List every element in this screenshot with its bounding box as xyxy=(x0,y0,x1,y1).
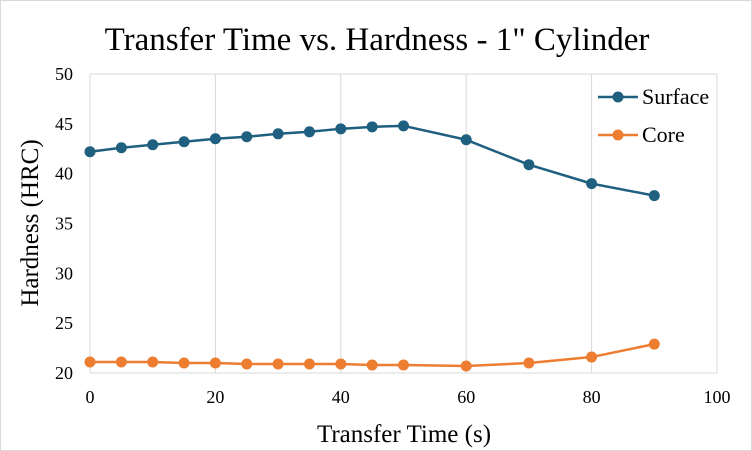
legend-label-core: Core xyxy=(642,122,685,147)
y-tick-label-45: 45 xyxy=(55,114,73,134)
data-point-core-90 xyxy=(648,338,660,350)
legend-label-surface: Surface xyxy=(642,84,709,109)
data-point-surface-90 xyxy=(648,190,660,202)
legend-marker-surface xyxy=(612,91,624,103)
y-tick-label-50: 50 xyxy=(55,64,73,84)
series-surface xyxy=(84,120,660,202)
x-tick-label-0: 0 xyxy=(86,387,95,407)
data-point-core-70 xyxy=(523,357,535,369)
x-axis-title: Transfer Time (s) xyxy=(317,421,491,448)
data-point-core-5 xyxy=(115,356,127,368)
y-tick-label-40: 40 xyxy=(55,164,73,184)
data-point-surface-15 xyxy=(178,136,190,148)
data-point-core-50 xyxy=(398,359,409,371)
x-tick-label-20: 20 xyxy=(206,387,224,407)
data-point-core-25 xyxy=(241,358,253,370)
x-tick-label-100: 100 xyxy=(704,387,731,407)
data-point-core-0 xyxy=(84,356,96,368)
data-point-core-10 xyxy=(147,356,159,368)
y-tick-label-20: 20 xyxy=(55,363,73,383)
chart-title: Transfer Time vs. Hardness - 1" Cylinder xyxy=(105,22,650,58)
data-point-core-45 xyxy=(366,359,378,371)
legend-item-core: Core xyxy=(598,122,685,147)
data-point-surface-0 xyxy=(84,146,96,158)
data-point-surface-60 xyxy=(460,134,472,146)
x-tick-label-60: 60 xyxy=(457,387,475,407)
x-tick-label-80: 80 xyxy=(583,387,601,407)
data-point-surface-35 xyxy=(303,126,315,138)
y-tick-label-30: 30 xyxy=(55,263,73,283)
y-axis-title: Hardness (HRC) xyxy=(17,139,44,306)
data-point-surface-40 xyxy=(335,123,347,135)
data-point-core-40 xyxy=(335,358,347,370)
legend-item-surface: Surface xyxy=(598,84,709,109)
data-point-surface-20 xyxy=(209,133,221,145)
y-tick-label-25: 25 xyxy=(55,313,73,333)
x-tick-label-40: 40 xyxy=(332,387,350,407)
data-point-surface-45 xyxy=(366,121,378,133)
legend-marker-core xyxy=(612,129,624,141)
data-point-core-15 xyxy=(178,357,190,369)
data-point-surface-80 xyxy=(586,178,598,190)
gridlines xyxy=(89,73,718,374)
data-point-core-30 xyxy=(272,358,284,370)
data-point-core-60 xyxy=(460,360,472,372)
data-point-surface-25 xyxy=(241,131,253,143)
series-layer xyxy=(84,120,660,372)
data-point-core-80 xyxy=(586,351,598,363)
legend: Surface Core xyxy=(598,84,709,147)
tick-labels: 0 20 40 60 80 100 20 25 30 35 40 45 50 xyxy=(55,64,731,407)
data-point-surface-50 xyxy=(398,120,409,132)
data-point-surface-10 xyxy=(147,139,159,151)
series-line-surface xyxy=(89,124,655,197)
data-point-core-20 xyxy=(209,357,221,369)
series-core xyxy=(84,338,660,372)
data-point-surface-70 xyxy=(523,159,535,171)
data-point-core-35 xyxy=(303,358,315,370)
y-tick-label-35: 35 xyxy=(55,214,73,234)
data-point-surface-5 xyxy=(115,142,127,154)
data-point-surface-30 xyxy=(272,128,284,140)
